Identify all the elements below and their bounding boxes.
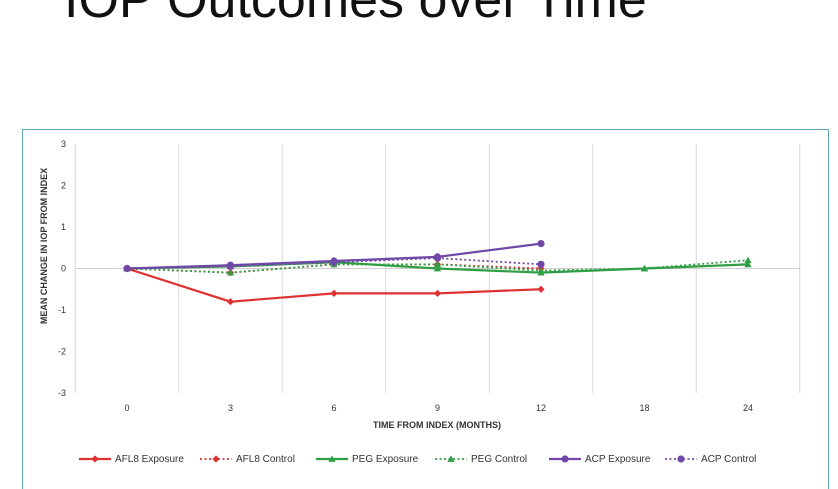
- data-point: [433, 254, 442, 262]
- x-axis-title: TIME FROM INDEX (MONTHS): [373, 420, 501, 430]
- data-point: [744, 260, 752, 268]
- data-point: [433, 260, 442, 268]
- legend-swatch: [549, 455, 581, 463]
- legend-label: AFL8 Exposure: [115, 453, 184, 465]
- data-point: [328, 455, 336, 462]
- legend-item: ACP Control: [664, 449, 756, 469]
- legend-swatch: [200, 455, 232, 463]
- legend-label: PEG Control: [471, 453, 528, 465]
- x-tick-label: 18: [639, 403, 649, 413]
- series-markers: [123, 240, 752, 306]
- y-tick-label: 1: [61, 222, 66, 232]
- data-point: [561, 455, 569, 463]
- legend-item: ACP Exposure: [548, 449, 650, 469]
- data-point: [537, 260, 545, 268]
- data-point: [226, 262, 235, 271]
- legend-label: AFL8 Control: [236, 453, 295, 465]
- data-point: [330, 289, 338, 297]
- x-tick-label: 12: [536, 403, 546, 413]
- x-tick-label: 9: [435, 403, 440, 413]
- y-tick-label: -1: [58, 305, 66, 315]
- y-tick-label: 2: [61, 181, 66, 191]
- legend-label: ACP Exposure: [585, 453, 651, 465]
- legend-item: AFL8 Control: [199, 449, 295, 469]
- legend-swatch: [665, 455, 697, 463]
- data-point: [226, 269, 235, 276]
- y-tick-label: 3: [61, 139, 66, 149]
- data-point: [677, 455, 685, 463]
- data-point: [433, 289, 442, 297]
- legend-item: AFL8 Exposure: [78, 449, 184, 469]
- y-axis-title: MEAN CHANGE IN IOP FROM INDEX: [39, 168, 49, 324]
- data-point: [640, 264, 649, 272]
- legend-swatch: [316, 455, 348, 462]
- legend-label: PEG Exposure: [352, 453, 419, 465]
- data-point: [330, 258, 338, 266]
- x-tick-label: 24: [743, 403, 753, 413]
- legend-label: ACP Control: [701, 453, 757, 465]
- data-point: [123, 264, 131, 273]
- data-point: [537, 285, 545, 293]
- legend-swatch: [79, 455, 111, 463]
- chart-legend: AFL8 Exposure AFL8 Control PEG Exposure PEG…: [0, 449, 838, 469]
- legend-item: PEG Exposure: [315, 449, 418, 469]
- y-tick-label: 0: [61, 264, 66, 274]
- data-point: [226, 298, 235, 306]
- x-tick-label: 3: [228, 403, 233, 413]
- data-point: [91, 455, 99, 463]
- axes: 3 2 1 0 -1 -2 -3 0 3 6 9 12 18 24: [58, 139, 753, 413]
- y-tick-label: -2: [58, 347, 66, 357]
- y-tick-label: -3: [58, 388, 66, 398]
- x-tick-label: 0: [124, 403, 129, 413]
- legend-item: PEG Control: [434, 449, 527, 469]
- line-chart: 3 2 1 0 -1 -2 -3 0 3 6 9 12 18 24 TIME FROM INDEX (MO…: [39, 139, 801, 430]
- chart-frame: [22, 129, 829, 489]
- data-point: [537, 240, 545, 248]
- x-tick-label: 6: [331, 403, 336, 413]
- data-point: [447, 455, 455, 462]
- slide-title: IOP Outcomes over Time: [64, 0, 647, 29]
- data-point: [744, 256, 752, 264]
- data-point: [433, 264, 442, 272]
- legend-swatch: [435, 455, 467, 462]
- data-point: [537, 266, 545, 274]
- data-point: [212, 455, 220, 463]
